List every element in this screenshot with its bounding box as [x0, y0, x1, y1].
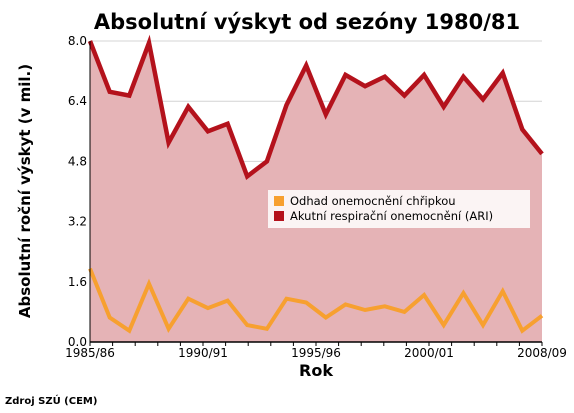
series-lines — [87, 34, 544, 334]
y-tick-labels: 0.0 1.6 3.2 4.8 6.4 8.0 — [68, 34, 87, 349]
legend-swatch-ari — [274, 211, 284, 221]
y-tick-label: 4.8 — [68, 154, 87, 168]
legend: Odhad onemocnění chřipkou Akutní respira… — [268, 190, 530, 228]
legend-swatch-flu — [274, 196, 284, 206]
x-tick-label: 1985/86 — [65, 346, 115, 360]
x-tick-label: 2000/01 — [404, 346, 454, 360]
y-tick-label: 3.2 — [68, 215, 87, 229]
series-line-1 — [87, 34, 544, 181]
legend-label-ari: Akutní respirační onemocnění (ARI) — [290, 209, 493, 223]
x-tick-label: 2008/09 — [517, 346, 567, 360]
axes — [89, 41, 543, 346]
source-note: Zdroj SZÚ (CEM) — [5, 396, 98, 407]
x-tick-label: 1995/96 — [291, 346, 341, 360]
legend-box — [268, 190, 530, 228]
x-tick-labels: 1985/86 1990/91 1995/96 2000/01 2008/09 — [65, 346, 567, 360]
x-axis-label: Rok — [299, 361, 333, 380]
chart-title: Absolutní výskyt od sezóny 1980/81 — [94, 10, 520, 34]
y-tick-label: 0.0 — [68, 335, 87, 349]
series-line-0 — [88, 267, 544, 334]
x-tick-label: 1990/91 — [178, 346, 228, 360]
legend-label-flu: Odhad onemocnění chřipkou — [290, 194, 456, 208]
y-tick-label: 8.0 — [68, 34, 87, 48]
y-tick-label: 6.4 — [68, 94, 87, 108]
y-axis-label: Absolutní roční výskyt (v mil.) — [16, 64, 34, 318]
y-tick-label: 1.6 — [68, 275, 87, 289]
